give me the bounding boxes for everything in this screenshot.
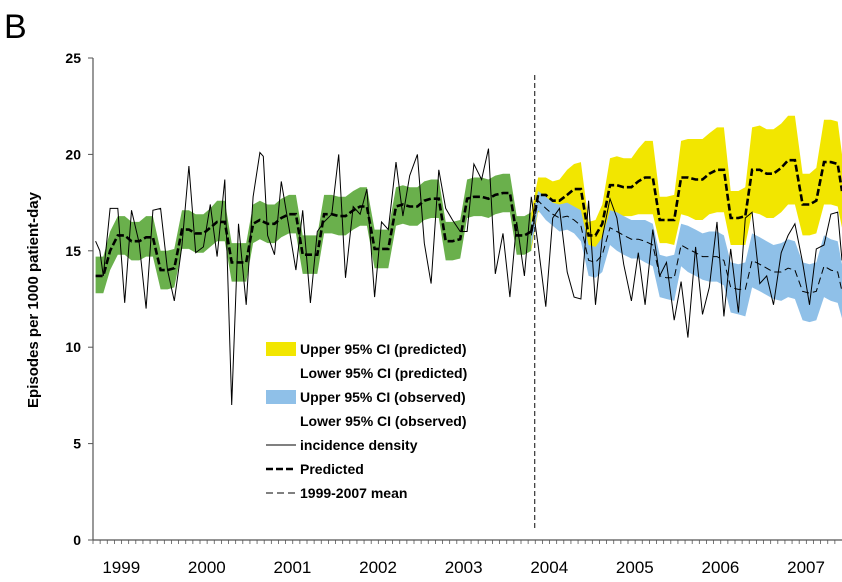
band-predicted-ci (531, 115, 842, 251)
y-tick-label: 0 (73, 532, 81, 548)
legend-swatch-predicted-ci (266, 342, 296, 356)
legend: Upper 95% CI (predicted) Lower 95% CI (pr… (266, 341, 467, 501)
x-tick-label: 2007 (787, 558, 825, 577)
x-tick-label: 2000 (188, 558, 226, 577)
x-tick-label: 1999 (102, 558, 140, 577)
legend-label: Lower 95% CI (observed) (300, 413, 467, 429)
series-predicted-pre (95, 191, 532, 278)
series-incidence-density (95, 148, 842, 406)
y-tick-label: 15 (65, 243, 81, 259)
x-tick-label: 2006 (702, 558, 740, 577)
panel-label: B (4, 8, 27, 46)
y-tick-label: 10 (65, 339, 81, 355)
y-tick-label: 20 (65, 146, 81, 162)
x-tick-label: 2004 (530, 558, 568, 577)
y-axis-label: Episodes per 1000 patient-day (25, 191, 42, 408)
legend-label: incidence density (300, 437, 418, 453)
legend-label: Lower 95% CI (predicted) (300, 365, 467, 381)
y-tick-label: 5 (73, 436, 81, 452)
series-lines (95, 148, 842, 406)
band-observed-ci (531, 191, 842, 323)
axes: 0 5 10 15 20 25 1999 2000 2001 2002 2003 2004 2005 20… (65, 50, 842, 577)
x-tick-label: 2001 (274, 558, 312, 577)
x-tick-label: 2003 (445, 558, 483, 577)
legend-label: Predicted (300, 461, 364, 477)
legend-label: Upper 95% CI (observed) (300, 389, 466, 405)
series-mean (530, 199, 842, 294)
x-tick-label: 2005 (616, 558, 654, 577)
legend-label: Upper 95% CI (predicted) (300, 341, 466, 357)
legend-swatch-observed-ci (266, 390, 296, 404)
legend-label: 1999-2007 mean (300, 485, 407, 501)
series-predicted-post (530, 158, 842, 237)
x-tick-label: 2002 (359, 558, 397, 577)
y-tick-label: 25 (65, 50, 81, 66)
plot-area: 0 5 10 15 20 25 1999 2000 2001 2002 2003 2004 2005 20… (65, 50, 842, 577)
